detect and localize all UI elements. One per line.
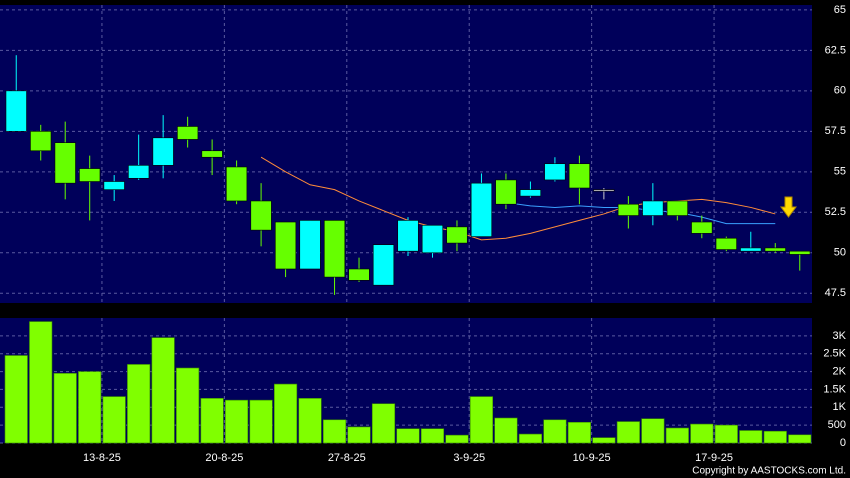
candle-body (128, 165, 150, 179)
candle-body (152, 137, 174, 166)
volume-bar (29, 321, 53, 444)
volume-bar (567, 421, 591, 444)
candle-body (79, 168, 101, 182)
candle-body (372, 244, 395, 286)
candle-body (519, 189, 542, 197)
y-tick-label: 60 (834, 85, 846, 97)
candle-body (397, 220, 419, 252)
moving-average-line (260, 156, 776, 241)
y-tick-label: 62.5 (825, 44, 846, 56)
volume-bar (347, 426, 371, 444)
y-tick-label: 1K (833, 401, 847, 413)
candle-body (789, 250, 811, 255)
volume-bar (274, 383, 298, 444)
volume-bar (298, 398, 322, 444)
candle-body (740, 247, 762, 252)
candle-body (593, 189, 615, 192)
volume-bar (322, 419, 347, 444)
volume-bar (494, 417, 518, 444)
candle-body (691, 221, 713, 234)
volume-bar (469, 396, 494, 444)
y-tick-label: 3K (833, 330, 847, 342)
volume-bar (763, 430, 787, 444)
signal-arrow (780, 196, 797, 218)
x-tick-label: 17-9-25 (695, 452, 733, 464)
y-tick-label: 1.5K (823, 383, 846, 395)
y-tick-label: 2.5K (823, 348, 846, 360)
candle-body (348, 268, 370, 281)
volume-bar (788, 434, 812, 444)
y-tick-label: 0 (840, 437, 846, 449)
volume-bar (690, 423, 714, 444)
candle-body (299, 220, 321, 270)
candle-body (201, 150, 223, 158)
candle-body (5, 90, 27, 132)
volume-bar (78, 371, 102, 444)
candle-body (250, 200, 272, 231)
y-tick-label: 57.5 (825, 125, 846, 137)
y-tick-label: 2K (833, 365, 847, 377)
moving-average-line (505, 202, 776, 225)
volume-bar (200, 398, 224, 444)
candle-body (30, 131, 52, 152)
volume-bar (371, 403, 396, 444)
x-tick-label: 3-9-25 (453, 452, 485, 464)
x-tick-label: 10-9-25 (573, 452, 611, 464)
x-tick-label: 27-8-25 (328, 452, 366, 464)
volume-bar (543, 419, 567, 444)
plot-layer: 47.5 50 52.5 55 57.5 60 62.5 65 0 500 1K 1.5K 2K 2.5K… (0, 4, 847, 464)
volume-bar (665, 427, 689, 444)
volume-bar (592, 437, 616, 444)
y-tick-label: 47.5 (825, 287, 846, 299)
volume-bar (641, 418, 665, 444)
y-tick-label: 50 (834, 247, 846, 259)
candle-body (421, 224, 444, 254)
candle-body (715, 237, 737, 250)
candle-body (495, 179, 517, 205)
volume-bar (249, 399, 273, 444)
volume-bar (127, 364, 151, 444)
y-tick-label: 65 (834, 4, 846, 16)
volume-bar (518, 433, 542, 444)
volume-bar (739, 430, 763, 444)
candle-body (666, 200, 688, 216)
volume-bar (420, 428, 445, 444)
x-tick-label: 20-8-25 (205, 452, 243, 464)
volume-bar (445, 434, 469, 444)
volume-bar (616, 421, 640, 444)
volume-bar (225, 399, 249, 444)
y-tick-label: 500 (828, 419, 846, 431)
candle-body (764, 247, 786, 252)
candle-body (617, 203, 639, 216)
volume-bar (151, 337, 175, 444)
volume-bar (396, 428, 420, 444)
candle-body (544, 163, 566, 181)
volume-bar (4, 355, 28, 444)
volume-bar (176, 367, 200, 444)
candle-body (54, 142, 76, 184)
candle-body (274, 221, 297, 270)
volume-bar (714, 424, 738, 444)
candle-body (446, 226, 468, 244)
candle-body (226, 166, 248, 202)
candle-body (642, 200, 664, 216)
candle-body (323, 220, 346, 278)
x-tick-label: 13-8-25 (83, 452, 121, 464)
volume-bar (102, 396, 126, 444)
y-tick-label: 55 (834, 166, 846, 178)
candle-body (568, 163, 590, 189)
candle-body (103, 181, 125, 190)
copyright: Copyright by AASTOCKS.com Ltd. (692, 466, 846, 477)
y-tick-label: 52.5 (825, 206, 846, 218)
candle-body (470, 182, 493, 237)
candle-body (177, 126, 199, 140)
price-panel (0, 5, 812, 303)
volume-bar (53, 373, 77, 444)
